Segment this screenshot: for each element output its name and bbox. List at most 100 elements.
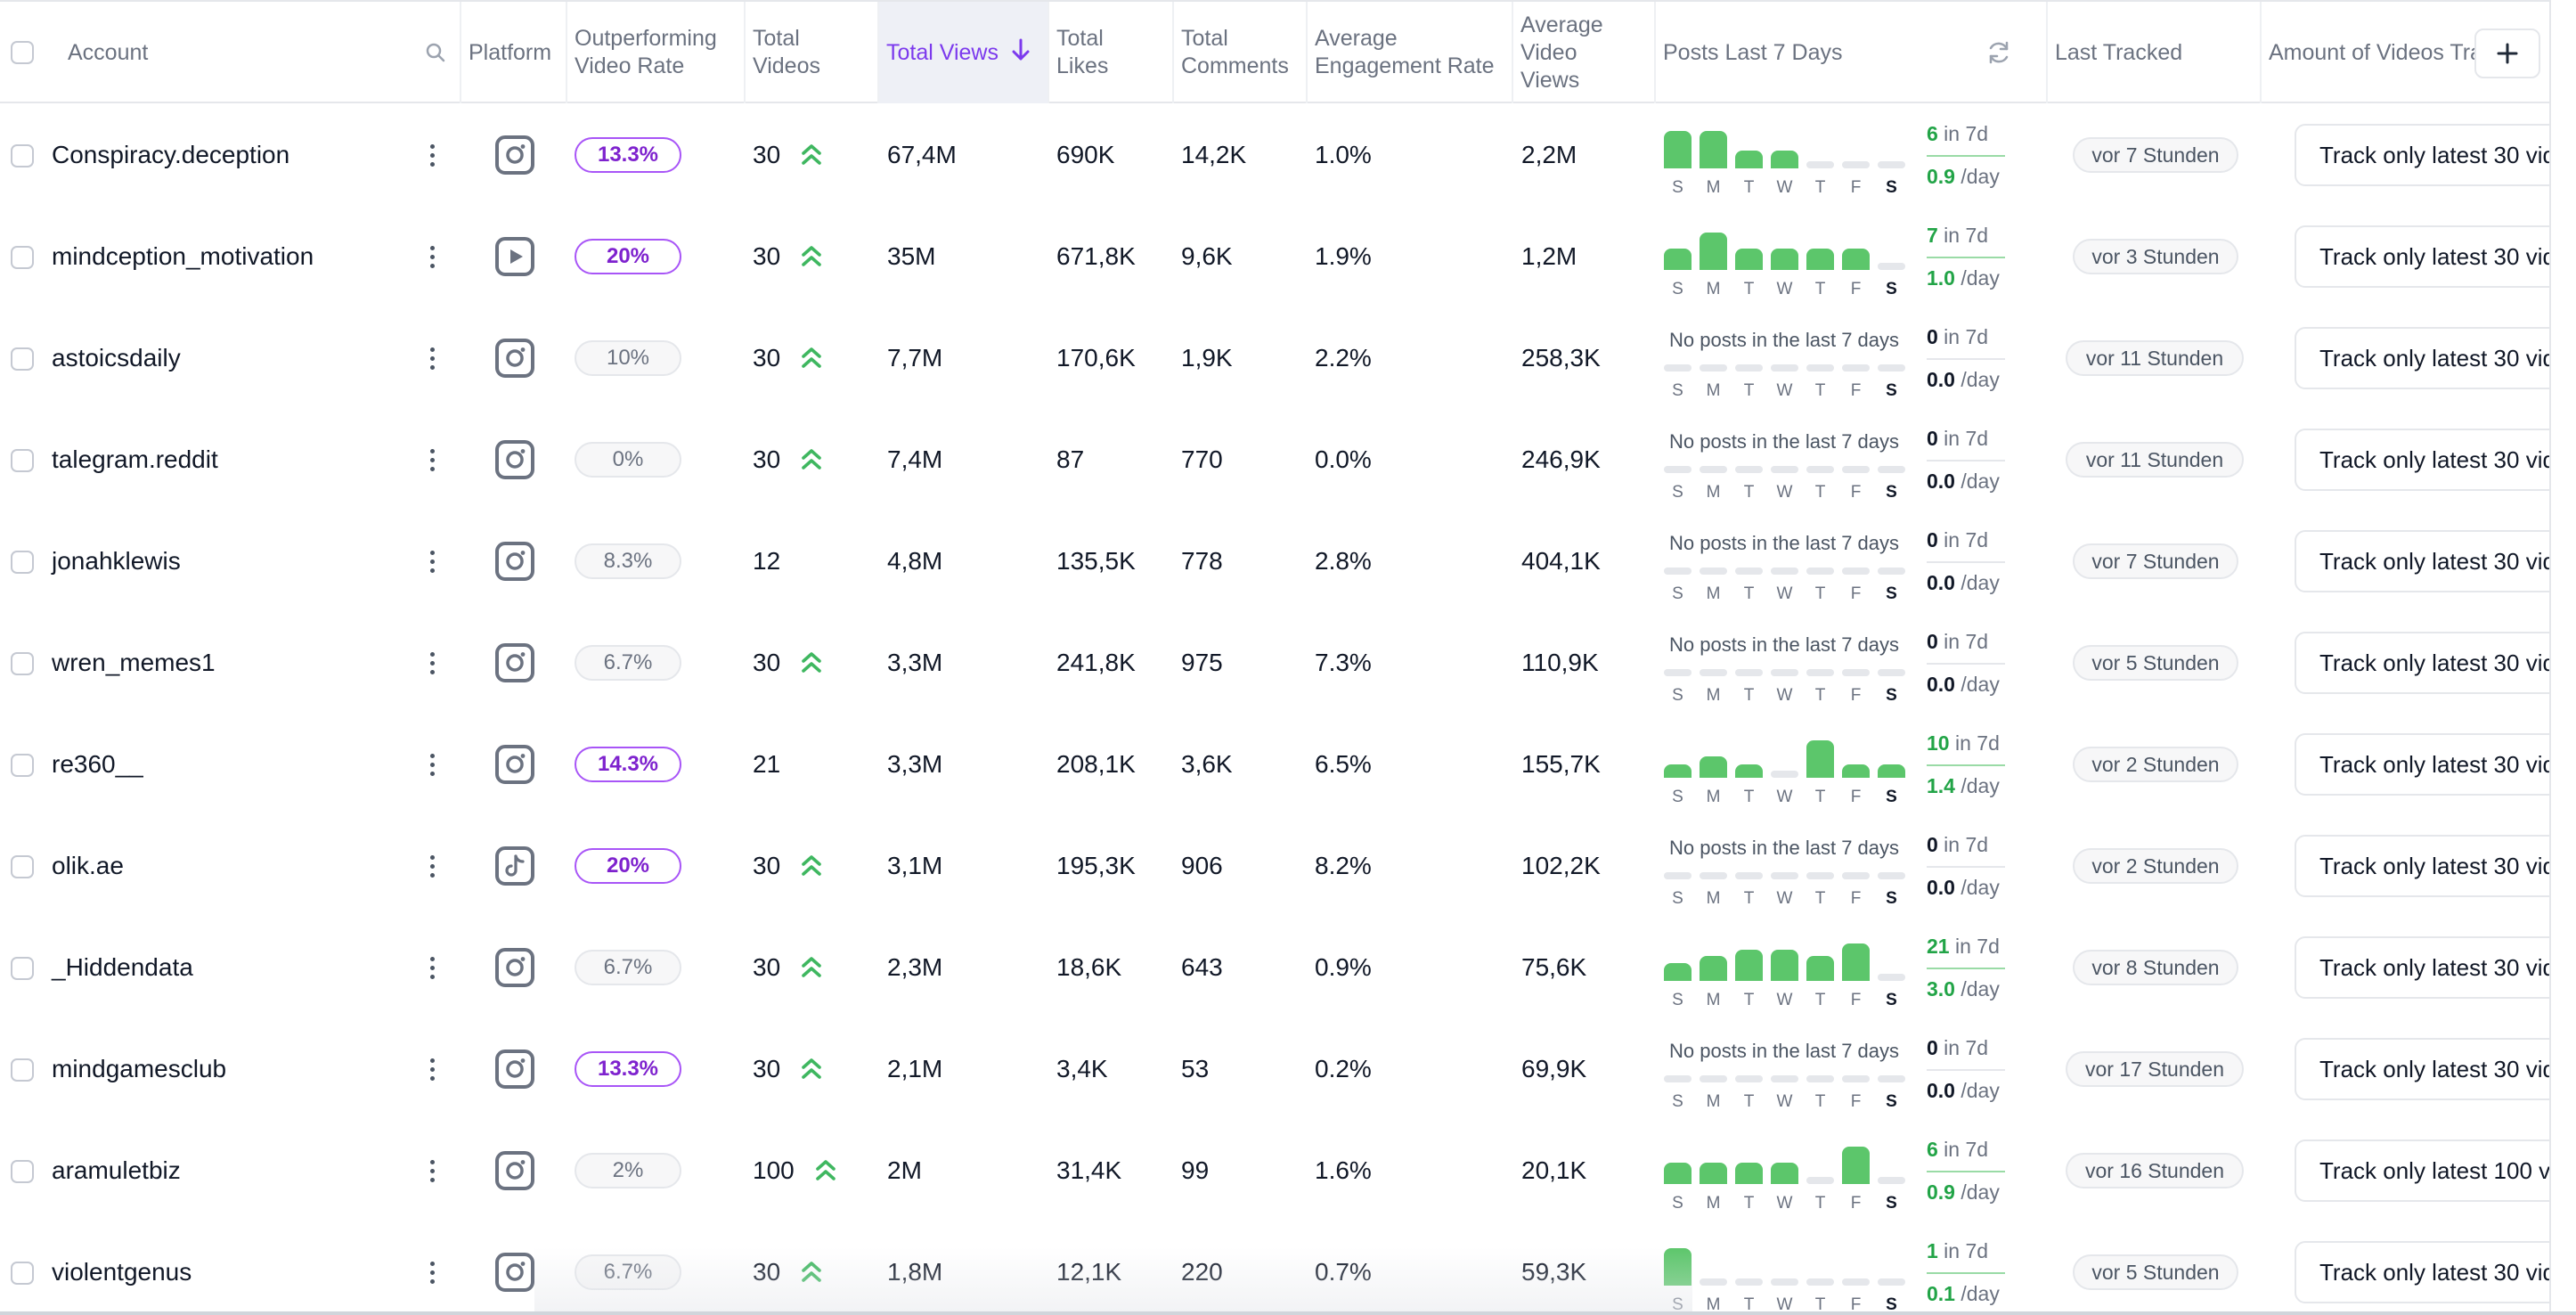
account-name[interactable]: _Hiddendata bbox=[52, 953, 193, 981]
table-row[interactable]: _Hiddendata 6.7% 30 2,3M 18,6K 643 0.9% 75,6K S M… bbox=[0, 917, 2549, 1018]
track-amount-select[interactable]: Track only latest 30 videos bbox=[2295, 835, 2549, 897]
account-name[interactable]: Conspiracy.deception bbox=[52, 141, 290, 168]
row-checkbox[interactable] bbox=[11, 347, 34, 371]
row-checkbox[interactable] bbox=[11, 246, 34, 269]
per-day-suffix: /day bbox=[1954, 1282, 2000, 1305]
account-name[interactable]: mindgamesclub bbox=[52, 1055, 227, 1082]
per-day-suffix: /day bbox=[1954, 673, 2000, 696]
day-label: S bbox=[1672, 381, 1683, 400]
track-amount-select[interactable]: Track only latest 30 videos bbox=[2295, 429, 2549, 491]
posts-per-day-value: 0.0 bbox=[1927, 876, 1955, 899]
more-options-icon[interactable] bbox=[419, 950, 445, 985]
day-label: M bbox=[1706, 889, 1721, 908]
more-options-icon[interactable] bbox=[419, 645, 445, 681]
track-amount-select[interactable]: Track only latest 30 videos bbox=[2295, 1038, 2549, 1100]
header-total-videos[interactable]: Total Videos bbox=[746, 2, 879, 103]
row-checkbox[interactable] bbox=[11, 551, 34, 574]
account-name[interactable]: wren_memes1 bbox=[52, 649, 216, 676]
posts-per-day-value: 0.9 bbox=[1927, 165, 1955, 188]
table-row[interactable]: jonahklewis 8.3% 12 4,8M 135,5K 778 2.8% 404,1K… bbox=[0, 510, 2549, 612]
track-amount-select[interactable]: Track only latest 30 videos bbox=[2295, 225, 2549, 288]
table-row[interactable]: violentgenus 6.7% 30 1,8M 12,1K 220 0.7% 59,3K S… bbox=[0, 1221, 2549, 1315]
track-amount-select[interactable]: Track only latest 30 videos bbox=[2295, 327, 2549, 389]
outperforming-rate-badge: 6.7% bbox=[575, 645, 681, 681]
more-options-icon[interactable] bbox=[419, 848, 445, 884]
track-amount-select[interactable]: Track only latest 30 videos bbox=[2295, 936, 2549, 999]
header-last-tracked[interactable]: Last Tracked bbox=[2048, 2, 2262, 103]
more-options-icon[interactable] bbox=[419, 340, 445, 376]
header-avg-engagement[interactable]: Average Engagement Rate bbox=[1308, 2, 1513, 103]
track-amount-select[interactable]: Track only latest 30 videos bbox=[2295, 530, 2549, 592]
total-views-value: 35M bbox=[887, 242, 936, 270]
engagement-rate-value: 8.2% bbox=[1315, 852, 1372, 879]
header-total-comments[interactable]: Total Comments bbox=[1174, 2, 1308, 103]
more-options-icon[interactable] bbox=[419, 239, 445, 274]
row-checkbox[interactable] bbox=[11, 449, 34, 472]
posts-per-day-value: 1.0 bbox=[1927, 266, 1955, 290]
header-posts-7-days[interactable]: Posts Last 7 Days bbox=[1656, 2, 2048, 103]
select-all-checkbox[interactable] bbox=[11, 41, 34, 64]
avg-views-value: 1,2M bbox=[1521, 242, 1577, 270]
table-row[interactable]: wren_memes1 6.7% 30 3,3M 241,8K 975 7.3% 110,9K… bbox=[0, 612, 2549, 714]
total-views-value: 7,4M bbox=[887, 445, 943, 473]
track-amount-select[interactable]: Track only latest 30 videos bbox=[2295, 733, 2549, 796]
posts-per-day: 0.0 /day bbox=[1927, 1079, 2005, 1103]
header-account[interactable]: Account bbox=[50, 2, 461, 103]
post-bar-empty bbox=[1664, 466, 1692, 473]
posts-per-day-value: 0.9 bbox=[1927, 1180, 1955, 1204]
table-row[interactable]: talegram.reddit 0% 30 7,4M 87 770 0.0% 246,9K S M… bbox=[0, 409, 2549, 510]
header-avg-views[interactable]: Average Video Views bbox=[1513, 2, 1656, 103]
post-bar-empty bbox=[1664, 568, 1692, 575]
header-platform[interactable]: Platform bbox=[461, 2, 567, 103]
post-bar-empty bbox=[1771, 466, 1798, 473]
more-options-icon[interactable] bbox=[419, 137, 445, 173]
table-row[interactable]: mindgamesclub 13.3% 30 2,1M 3,4K 53 0.2% 69,9K S… bbox=[0, 1018, 2549, 1120]
day-label: S bbox=[1886, 584, 1897, 603]
track-amount-select[interactable]: Track only latest 30 videos bbox=[2295, 632, 2549, 694]
total-comments-value: 778 bbox=[1181, 547, 1223, 575]
more-options-icon[interactable] bbox=[419, 543, 445, 579]
row-checkbox[interactable] bbox=[11, 652, 34, 675]
row-checkbox[interactable] bbox=[11, 144, 34, 167]
account-name[interactable]: olik.ae bbox=[52, 852, 124, 879]
account-name[interactable]: talegram.reddit bbox=[52, 445, 218, 473]
account-name[interactable]: mindception_motivation bbox=[52, 242, 314, 270]
account-name[interactable]: aramuletbiz bbox=[52, 1156, 181, 1184]
total-comments-value: 975 bbox=[1181, 649, 1223, 676]
total-videos-cell: 30 bbox=[753, 409, 823, 510]
more-options-icon[interactable] bbox=[419, 1051, 445, 1087]
header-total-views-label: Total Views bbox=[886, 39, 999, 65]
row-checkbox[interactable] bbox=[11, 754, 34, 777]
track-amount-select[interactable]: Track only latest 30 videos bbox=[2295, 124, 2549, 186]
refresh-icon[interactable] bbox=[1985, 39, 2012, 66]
track-amount-select[interactable]: Track only latest 100 videos bbox=[2295, 1139, 2549, 1202]
row-checkbox[interactable] bbox=[11, 1262, 34, 1285]
table-row[interactable]: Conspiracy.deception 13.3% 30 67,4M 690K 14,2… bbox=[0, 104, 2549, 206]
post-bar-empty bbox=[1771, 872, 1798, 879]
table-row[interactable]: mindception_motivation 20% 30 35M 671,8K 9,6K… bbox=[0, 206, 2549, 307]
more-options-icon[interactable] bbox=[419, 1153, 445, 1188]
arrow-down-icon bbox=[1011, 37, 1031, 68]
account-name[interactable]: jonahklewis bbox=[52, 547, 181, 575]
header-outperforming[interactable]: Outperforming Video Rate bbox=[567, 2, 746, 103]
account-name[interactable]: violentgenus bbox=[52, 1258, 192, 1286]
account-name[interactable]: re360__ bbox=[52, 750, 143, 778]
row-checkbox[interactable] bbox=[11, 855, 34, 878]
search-icon[interactable] bbox=[424, 41, 447, 64]
track-amount-select[interactable]: Track only latest 30 videos bbox=[2295, 1241, 2549, 1303]
row-checkbox[interactable] bbox=[11, 957, 34, 980]
row-checkbox[interactable] bbox=[11, 1058, 34, 1082]
row-checkbox[interactable] bbox=[11, 1160, 34, 1183]
header-total-views[interactable]: Total Views bbox=[879, 2, 1049, 103]
table-row[interactable]: olik.ae 20% 30 3,1M 195,3K 906 8.2% 102,2K S M T W T… bbox=[0, 815, 2549, 917]
table-row[interactable]: re360__ 14.3% 21 3,3M 208,1K 3,6K 6.5% 155,7K S M… bbox=[0, 714, 2549, 815]
header-total-likes[interactable]: Total Likes bbox=[1049, 2, 1174, 103]
add-column-button[interactable] bbox=[2474, 29, 2540, 78]
table-row[interactable]: aramuletbiz 2% 100 2M 31,4K 99 1.6% 20,1K S M T W T F… bbox=[0, 1120, 2549, 1221]
table-row[interactable]: astoicsdaily 10% 30 7,7M 170,6K 1,9K 2.2% 258,3… bbox=[0, 307, 2549, 409]
more-options-icon[interactable] bbox=[419, 442, 445, 478]
more-options-icon[interactable] bbox=[419, 747, 445, 782]
more-options-icon[interactable] bbox=[419, 1254, 445, 1290]
account-name[interactable]: astoicsdaily bbox=[52, 344, 181, 372]
